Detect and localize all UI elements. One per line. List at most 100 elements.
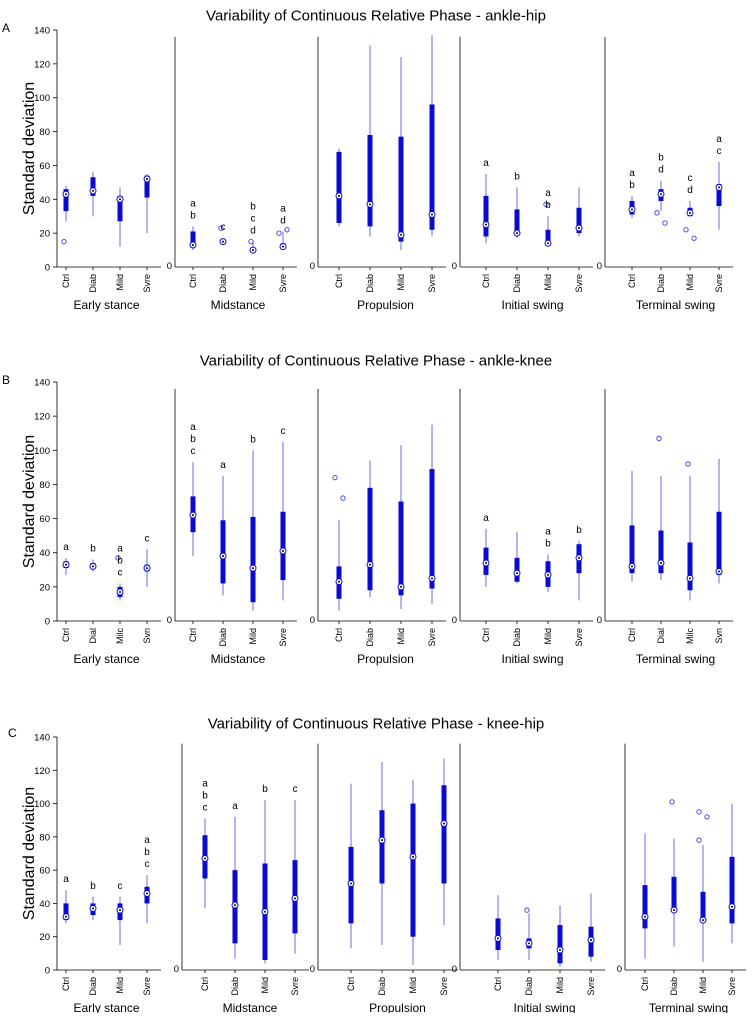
significance-letter: a [202,779,208,790]
x-tick-label: Mild [396,274,406,291]
box-svre: Svre abc [142,835,152,995]
significance-letter: b [90,881,96,892]
median-dot [264,910,266,913]
median-dot [234,904,236,907]
y-tick-label: 60 [39,866,50,877]
significance-letter: a [483,513,489,524]
x-tick-label: Mild [248,274,258,291]
median-dot [590,939,592,942]
significance-letter: a [232,801,238,812]
outlier-point [61,238,67,245]
significance-letter: a [63,542,69,553]
x-tick-label: Dial [656,628,666,644]
x-tick-label: Ctrl [334,274,344,288]
box-milc: Milc [685,461,695,644]
group-initial-swing: 0 Initial swing Ctrl Diab Mild Svre [452,743,605,1015]
chart-title: Variability of Continuous Relative Phase… [200,352,552,369]
y-tick-label: 20 [39,582,50,593]
y-zero-label: 0 [310,261,315,272]
median-dot [689,211,691,214]
outlier-point [248,238,254,245]
significance-letter: b [144,847,150,858]
x-tick-label: Mild [685,274,695,291]
significance-letter: c [191,446,196,457]
box-diab: Diab b [512,171,522,292]
x-tick-label: Svre [278,628,288,647]
x-tick-label: Diab [218,628,228,647]
significance-letter: a [280,203,286,214]
outlier-point [704,814,710,820]
median-dot [252,249,254,252]
box-diab: Diab [512,532,522,647]
significance-letter: c [717,146,722,157]
significance-letter: a [483,158,489,169]
group-propulsion: 0 Propulsion Ctrl Diab Mild Svre [310,388,446,666]
y-tick-label: 80 [39,127,50,138]
panel-C: Variability of Continuous Relative Phase… [8,715,746,1015]
outlier-point [654,210,660,216]
significance-letter: c [281,426,286,437]
significance-letter: a [629,168,635,179]
median-dot [660,561,662,564]
x-tick-label: Svre [142,274,152,293]
iqr-box [687,542,693,591]
box-mild: Mild [696,809,710,994]
y-tick-label: 0 [45,263,50,274]
median-dot [222,555,224,558]
x-tick-label: Diab [512,628,522,647]
box-svre: Svre [574,187,584,293]
outlier-point [685,461,691,467]
outlier-point [662,220,668,226]
box-ctrl: Ctrl [493,895,503,991]
group-label: Midstance [211,298,266,312]
iqr-box [90,177,96,196]
iqr-box [429,469,435,589]
median-dot [192,514,194,517]
median-dot [400,585,402,588]
outlier-point [332,474,338,481]
y-tick-label: 60 [39,514,50,525]
iqr-box [398,136,404,242]
group-label: Propulsion [357,652,414,666]
median-dot [731,905,733,908]
box-dial: Dial [656,435,666,644]
iqr-box [250,516,256,603]
group-label: Terminal swing [636,298,715,312]
x-tick-label: Mild [115,977,125,994]
box-ctrl: Ctrl [332,474,346,642]
y-axis-label: Standard deviation [21,435,38,568]
iqr-box [576,207,582,234]
x-tick-label: Svre [427,274,437,293]
median-dot [631,565,633,568]
iqr-box [63,189,69,212]
y-zero-label: 0 [310,964,315,975]
y-tick-label: 120 [34,412,50,423]
y-zero-label: 0 [617,964,622,975]
significance-letter: d [250,226,256,237]
box-svre: Svre [727,803,737,996]
median-dot [92,565,94,568]
y-zero-label: 0 [452,615,457,626]
box-milc: Milc abc [115,543,125,644]
y-tick-label: 60 [39,161,50,172]
median-dot [92,907,94,910]
box-ctrl: Ctrl ab [188,198,198,288]
x-tick-label: Milc [115,628,125,644]
x-tick-label: Diab [524,977,534,996]
significance-letter: a [144,835,150,846]
significance-letter: c [221,222,226,233]
iqr-box [629,525,635,574]
box-ctrl: Ctrl ab [627,168,637,288]
y-tick-label: 100 [34,446,50,457]
group-propulsion: 0 Propulsion Ctrl Diab Mild Svre [310,743,458,1015]
box-mild: Mild b [260,784,270,993]
group-label: Early stance [73,1001,139,1013]
x-tick-label: Svre [439,977,449,996]
significance-letter: a [545,188,551,199]
